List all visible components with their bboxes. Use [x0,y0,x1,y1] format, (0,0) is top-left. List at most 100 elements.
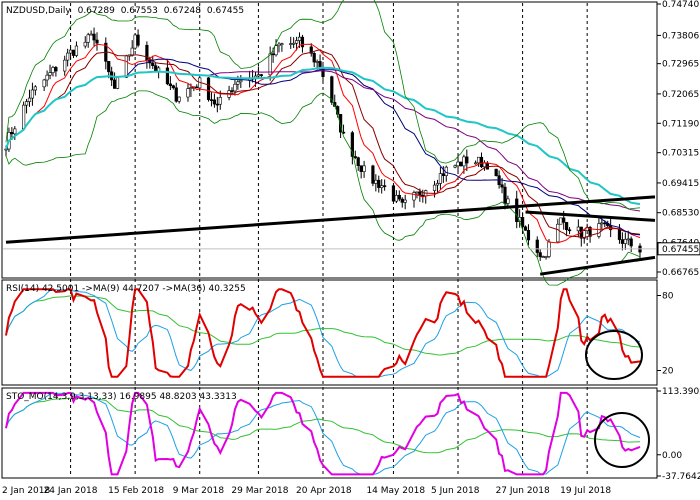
stochastic-plot [5,391,641,476]
candle-body [494,168,498,177]
candle-body [476,156,481,164]
candle-body [617,229,622,240]
candle-body [300,36,305,48]
candle-body [13,128,17,135]
stochastic-label: STO_MO(14,3,9,3,13,33) 16.9895 48.8203 4… [6,392,237,402]
candle-body [526,230,531,241]
candle-body [30,89,35,99]
candle-body [374,179,378,184]
candle-body [4,148,8,151]
candle-body [315,61,319,63]
rsi-highlight-ellipse [585,330,643,380]
candle-body [330,76,334,103]
candle-body [83,41,87,47]
candle-body [339,114,343,133]
candle-body [130,47,134,56]
moving-average-line [5,49,641,238]
candle-body [391,185,396,202]
date-tick-label: 29 Mar 2018 [231,486,288,496]
candle-body [456,161,460,167]
moving-average-line [5,43,641,244]
candle-body [397,194,401,200]
candle-body [236,81,240,85]
candle-body [212,99,216,105]
candle-body [151,62,155,67]
candle-body [312,53,316,63]
candle-body [33,86,37,91]
candle-body [541,256,545,258]
candle-body [177,96,181,102]
candle-body [556,223,560,243]
price-tick-label: 0.70315 [662,149,699,159]
price-tick-label: 0.74740 [662,0,699,10]
candle-body [271,53,275,56]
candle-body [289,43,293,45]
candle-body [538,252,542,258]
candle-body [95,39,99,44]
rsi-line [5,288,641,378]
candle-body [68,49,73,54]
rsi-label: RSI(14) 42.5001 ->MA(9) 44.7207 ->MA(36)… [6,284,246,294]
symbol-label: NZDUSD [6,6,45,16]
open-price: 0.67289 [78,6,115,16]
date-tick-label: 15 Feb 2018 [108,486,164,496]
candle-body [559,217,563,225]
candle-body [515,198,519,222]
candle-body [544,256,548,258]
candle-body [189,87,193,89]
candle-body [506,198,510,204]
candle-body [626,238,630,241]
price-panel-frame [1,1,658,279]
price-plot [3,0,656,286]
candle-body [268,53,272,76]
stochastic-axis: 113.3902 0.00 -37.7642 [657,387,700,482]
candle-body [107,61,111,73]
candle-body [588,227,592,237]
candle-body [294,40,299,44]
candle-body [567,229,572,232]
candle-body [274,45,278,56]
candle-body [623,239,627,244]
candle-body [239,80,243,83]
candle-body [479,156,484,168]
upper-band-line [5,0,641,210]
candle-body [309,46,313,54]
candle-body [441,173,445,176]
candle-body [576,226,580,232]
stochastic-signal-line [5,392,641,475]
candle-body [500,184,504,188]
candle-body [42,79,46,88]
candle-body [280,43,284,45]
candle-body [233,83,237,92]
support-trendline [5,195,656,244]
stochastic-tick-label: 113.3902 [662,387,700,397]
candle-body [22,104,26,130]
candle-body [565,222,569,231]
candle-body [453,165,457,168]
candle-body [350,132,354,157]
candle-body [535,239,539,253]
candle-body [297,36,302,41]
candle-body [10,131,14,135]
candle-body [459,161,463,167]
price-tick-label: 0.68530 [662,209,699,219]
date-tick-label: 9 Mar 2018 [173,486,225,496]
rsi-panel-frame [1,279,658,386]
candle-body [292,42,296,45]
rsi-tick-label: 20 [662,367,674,377]
candle-body [171,85,175,89]
low-price: 0.67248 [164,6,201,16]
price-tick-label: 0.69415 [662,179,699,189]
candle-body [377,179,381,188]
stochastic-highlight-ellipse [594,412,650,468]
price-tick-label: 0.71190 [662,119,699,129]
chart-title: NZDUSD,Daily 0.67289 0.67553 0.67248 0.6… [6,6,244,16]
rsi-tick-label: 80 [662,292,674,302]
candle-body [45,74,49,81]
candle-body [400,198,404,203]
channel-bottom-trendline [539,255,656,276]
candle-body [51,67,55,73]
candle-body [474,162,478,165]
date-tick-label: 19 Jul 2018 [560,486,611,496]
